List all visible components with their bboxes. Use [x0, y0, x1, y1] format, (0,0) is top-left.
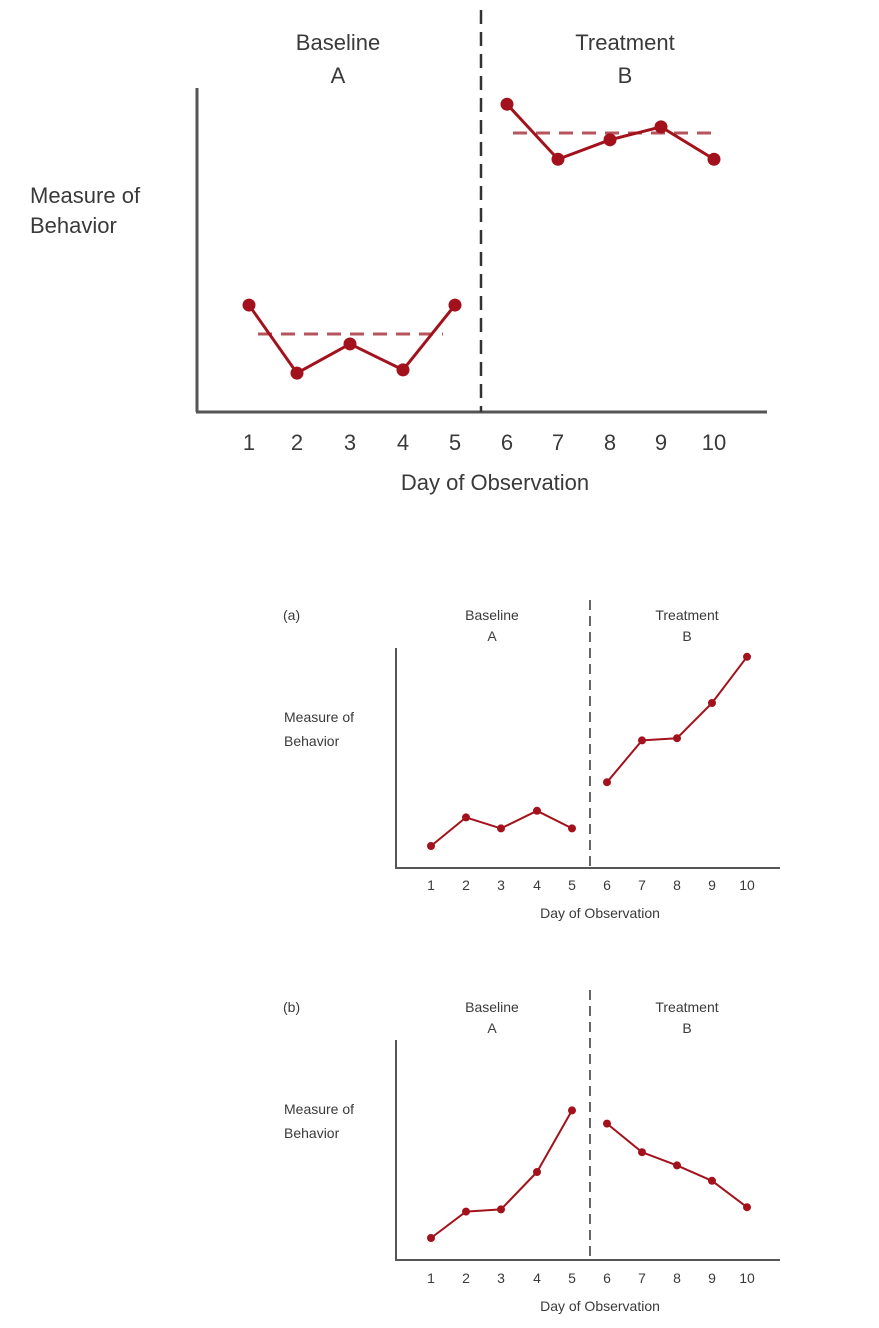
x-tick-label: 5: [449, 430, 461, 455]
chart-main: Baseline A Treatment B Measure of Behavior 1 2 3…: [30, 10, 767, 495]
panel-label: (a): [283, 607, 300, 623]
data-point-marker: [707, 152, 721, 166]
x-tick-label: 6: [603, 877, 611, 893]
y-axis-label: Behavior: [284, 1125, 340, 1141]
x-tick-label: 8: [604, 430, 616, 455]
data-point-marker: [290, 366, 304, 380]
x-tick-label: 9: [708, 1270, 716, 1286]
data-point-marker: [603, 133, 617, 147]
phase-a-name: Baseline: [296, 30, 380, 55]
data-point-marker: [708, 699, 716, 707]
phase-b-name: Treatment: [655, 607, 718, 623]
data-point-marker: [427, 1234, 435, 1242]
data-point-marker: [603, 1119, 611, 1128]
phase-b-name: Treatment: [575, 30, 674, 55]
x-tick-label: 3: [497, 877, 505, 893]
data-point-marker: [673, 734, 681, 743]
x-tick-label: 1: [427, 877, 435, 893]
data-point-marker: [603, 778, 611, 787]
x-tick-label: 8: [673, 877, 681, 893]
x-tick-label: 10: [702, 430, 726, 455]
phase-a-code: A: [487, 1020, 497, 1036]
data-point-marker: [568, 1106, 576, 1115]
data-point-marker: [427, 842, 435, 850]
x-tick-label: 2: [291, 430, 303, 455]
data-point-marker: [396, 363, 410, 377]
series-line-treatment: [606, 656, 748, 783]
data-point-marker: [551, 152, 565, 166]
x-tick-label: 5: [568, 877, 576, 893]
x-tick-label: 9: [708, 877, 716, 893]
data-point-marker: [638, 1148, 646, 1157]
x-tick-label: 7: [638, 877, 646, 893]
data-point-marker: [242, 298, 256, 312]
x-axis-label: Day of Observation: [540, 905, 660, 921]
data-point-marker: [654, 120, 668, 134]
series-line-baseline: [430, 1109, 573, 1239]
x-tick-label: 4: [397, 430, 409, 455]
x-tick-label: 8: [673, 1270, 681, 1286]
x-tick-label: 5: [568, 1270, 576, 1286]
data-point-marker: [462, 1207, 470, 1216]
x-tick-label: 1: [243, 430, 255, 455]
phase-a-code: A: [487, 628, 497, 644]
phase-a-name: Baseline: [465, 999, 519, 1015]
chart-a: (a) Baseline A Treatment B Measure of Behavior…: [283, 600, 780, 921]
x-axis-label: Day of Observation: [540, 1298, 660, 1314]
x-tick-label: 10: [739, 1270, 755, 1286]
phase-a-name: Baseline: [465, 607, 519, 623]
y-axis-label: Behavior: [284, 733, 340, 749]
x-tick-label: 7: [552, 430, 564, 455]
data-point-marker: [497, 824, 505, 833]
x-tick-label: 6: [501, 430, 513, 455]
data-point-marker: [638, 736, 646, 745]
x-tick-label: 2: [462, 877, 470, 893]
phase-a-code: A: [331, 63, 346, 88]
phase-b-code: B: [682, 628, 691, 644]
phase-b-code: B: [682, 1020, 691, 1036]
phase-b-code: B: [618, 63, 633, 88]
x-axis-label: Day of Observation: [401, 470, 589, 495]
x-tick-label: 4: [533, 1270, 541, 1286]
data-point-marker: [533, 1168, 541, 1176]
panel-label: (b): [283, 999, 300, 1015]
data-point-marker: [568, 824, 576, 833]
x-tick-label: 4: [533, 877, 541, 893]
data-point-marker: [343, 337, 357, 351]
data-point-marker: [708, 1176, 716, 1185]
x-tick-label: 2: [462, 1270, 470, 1286]
chart-b: (b) Baseline A Treatment B Measure of Behavior…: [283, 990, 780, 1314]
x-tick-label: 3: [344, 430, 356, 455]
data-point-marker: [448, 298, 462, 312]
x-tick-label: 6: [603, 1270, 611, 1286]
data-point-marker: [500, 97, 514, 111]
data-point-marker: [743, 652, 751, 661]
y-axis-label: Measure of: [284, 1101, 354, 1117]
x-tick-label: 1: [427, 1270, 435, 1286]
x-tick-label: 3: [497, 1270, 505, 1286]
x-tick-label: 10: [739, 877, 755, 893]
x-tick-label: 9: [655, 430, 667, 455]
y-axis-label: Measure of: [30, 183, 141, 208]
data-point-marker: [673, 1161, 681, 1170]
x-tick-label: 7: [638, 1270, 646, 1286]
data-point-marker: [497, 1205, 505, 1214]
data-point-marker: [533, 806, 541, 815]
y-axis-label: Measure of: [284, 709, 354, 725]
data-point-marker: [743, 1203, 751, 1212]
phase-b-name: Treatment: [655, 999, 718, 1015]
data-point-marker: [462, 813, 470, 822]
y-axis-label: Behavior: [30, 213, 117, 238]
